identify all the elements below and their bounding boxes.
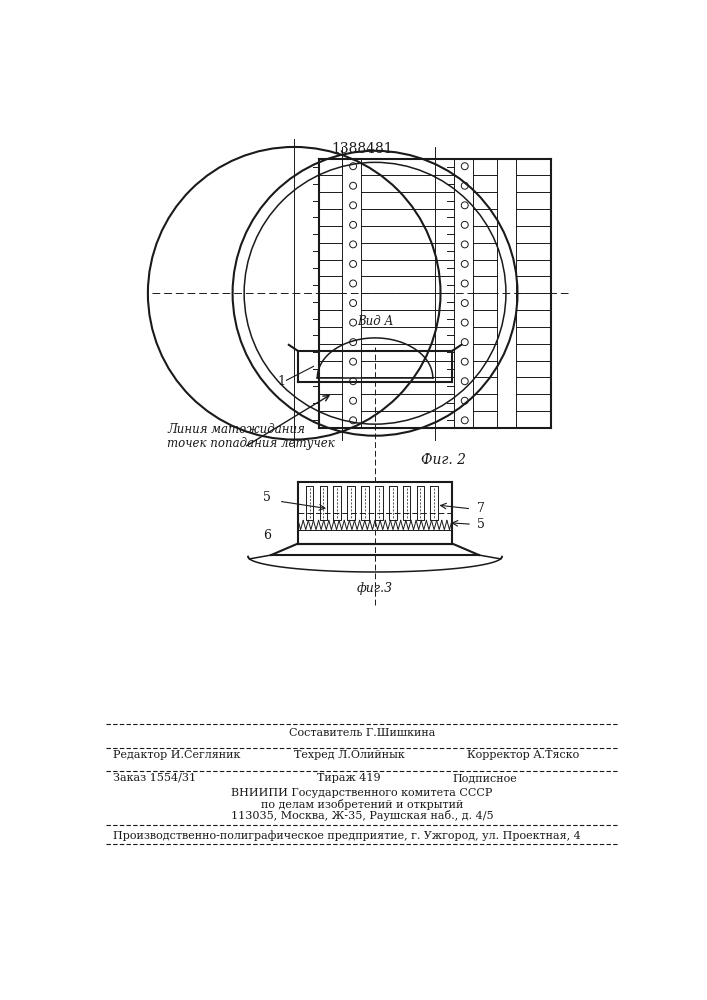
Text: Производственно-полиграфическое предприятие, г. Ужгород, ул. Проектная, 4: Производственно-полиграфическое предприя… (113, 830, 581, 841)
Text: Техред Л.Олийнык: Техред Л.Олийнык (294, 750, 405, 760)
Text: по делам изобретений и открытий: по делам изобретений и открытий (261, 799, 463, 810)
Circle shape (461, 358, 468, 365)
Text: фиг.3: фиг.3 (357, 582, 393, 595)
Circle shape (350, 221, 356, 228)
Text: 5: 5 (263, 491, 271, 504)
Circle shape (461, 319, 468, 326)
Circle shape (350, 358, 356, 365)
Circle shape (350, 339, 356, 346)
Text: ВНИИПИ Государственного комитета СССР: ВНИИПИ Государственного комитета СССР (231, 788, 493, 798)
Text: Линия матожидания: Линия матожидания (167, 423, 305, 436)
Text: точек попадания летучек: точек попадания летучек (167, 437, 335, 450)
Circle shape (350, 319, 356, 326)
Circle shape (350, 241, 356, 248)
Circle shape (350, 378, 356, 385)
Text: 1388481: 1388481 (331, 142, 393, 156)
Circle shape (461, 280, 468, 287)
Circle shape (461, 378, 468, 385)
Text: Тираж 419: Тираж 419 (317, 773, 381, 783)
Circle shape (461, 260, 468, 267)
Circle shape (461, 163, 468, 170)
Circle shape (461, 417, 468, 424)
Circle shape (350, 163, 356, 170)
Circle shape (350, 202, 356, 209)
Text: Редактор И.Сегляник: Редактор И.Сегляник (113, 750, 240, 760)
Circle shape (461, 300, 468, 306)
Circle shape (461, 241, 468, 248)
Text: 7: 7 (477, 502, 485, 515)
Circle shape (350, 397, 356, 404)
Circle shape (350, 300, 356, 306)
Circle shape (461, 202, 468, 209)
Circle shape (461, 221, 468, 228)
Text: Вид А: Вид А (357, 315, 393, 328)
Text: 6: 6 (263, 529, 271, 542)
Text: 113035, Москва, Ж-35, Раушская наб., д. 4/5: 113035, Москва, Ж-35, Раушская наб., д. … (230, 810, 493, 821)
Text: Заказ 1554/31: Заказ 1554/31 (113, 773, 197, 783)
Circle shape (461, 339, 468, 346)
Circle shape (350, 280, 356, 287)
Circle shape (461, 182, 468, 189)
Text: Подписное: Подписное (452, 773, 517, 783)
Text: Фиг. 2: Фиг. 2 (421, 453, 466, 467)
Text: Составитель Г.Шишкина: Составитель Г.Шишкина (288, 728, 435, 738)
Text: Корректор А.Тяско: Корректор А.Тяско (467, 750, 580, 760)
Text: 1: 1 (277, 375, 285, 388)
Circle shape (350, 260, 356, 267)
Circle shape (461, 397, 468, 404)
Circle shape (350, 182, 356, 189)
Circle shape (350, 417, 356, 424)
Text: 5: 5 (477, 518, 485, 531)
